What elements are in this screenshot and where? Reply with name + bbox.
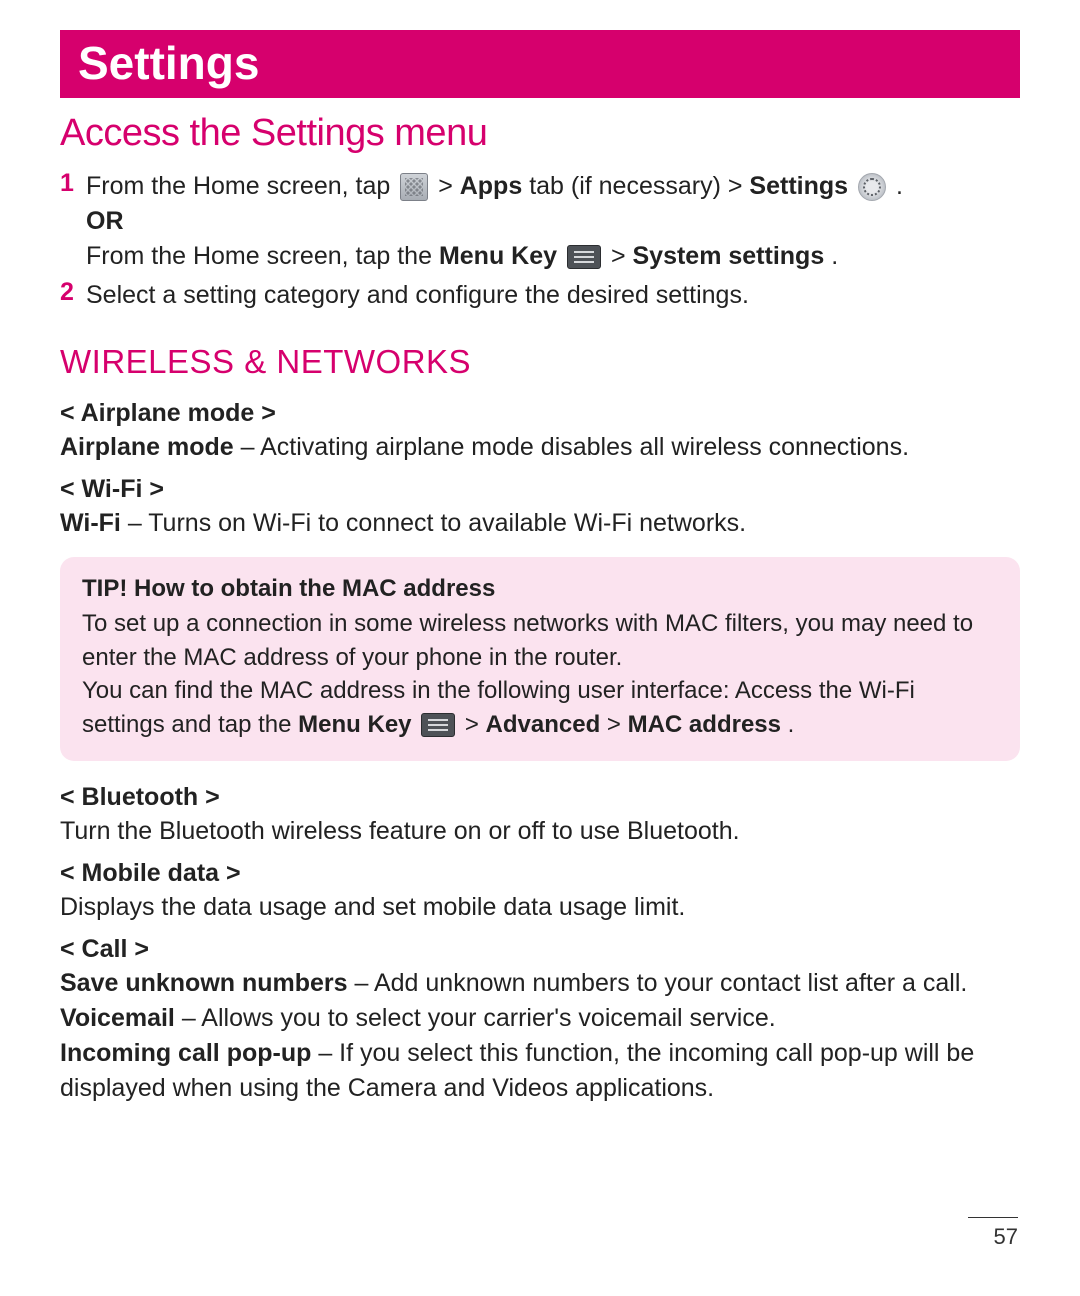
text: . <box>788 711 795 738</box>
text: – Activating airplane mode disables all … <box>234 433 909 461</box>
wifi-heading: < Wi-Fi > <box>60 475 1020 504</box>
call-item-1: Save unknown numbers – Add unknown numbe… <box>60 966 1020 1001</box>
call-heading: < Call > <box>60 935 1020 964</box>
bluetooth-desc: Turn the Bluetooth wireless feature on o… <box>60 814 1020 849</box>
mac-address-label: MAC address <box>628 711 781 738</box>
step-body: Select a setting category and configure … <box>86 278 1020 313</box>
text: To set up a connection in some wireless … <box>82 610 973 671</box>
text: – Allows you to select your carrier's vo… <box>175 1004 776 1032</box>
tip-body: To set up a connection in some wireless … <box>82 607 998 741</box>
section-heading-access: Access the Settings menu <box>60 112 1020 155</box>
text: From the Home screen, tap <box>86 172 397 200</box>
page-number: 57 <box>968 1217 1018 1250</box>
wifi-desc: Wi-Fi – Turns on Wi-Fi to connect to ava… <box>60 506 1020 541</box>
tip-box: TIP! How to obtain the MAC address To se… <box>60 557 1020 761</box>
apps-label: Apps <box>460 172 523 200</box>
mobiledata-desc: Displays the data usage and set mobile d… <box>60 890 1020 925</box>
text: – Turns on Wi-Fi to connect to available… <box>121 509 746 537</box>
mobiledata-heading: < Mobile data > <box>60 859 1020 888</box>
text: tab (if necessary) > <box>529 172 749 200</box>
category-heading-wireless: WIRELESS & NETWORKS <box>60 343 1020 381</box>
page-title: Settings <box>78 36 1002 90</box>
call-item-2: Voicemail – Allows you to select your ca… <box>60 1001 1020 1036</box>
step-number: 2 <box>60 278 86 313</box>
system-settings-label: System settings <box>632 242 824 270</box>
tip-title: TIP! How to obtain the MAC address <box>82 575 998 603</box>
text: > <box>438 172 460 200</box>
step-2: 2 Select a setting category and configur… <box>60 278 1020 313</box>
text: > <box>465 711 486 738</box>
title-bar: Settings <box>60 30 1020 98</box>
wifi-label: Wi-Fi <box>60 509 121 537</box>
text: . <box>831 242 838 270</box>
text: . <box>896 172 903 200</box>
menu-key-icon <box>421 713 455 737</box>
menu-key-icon <box>567 245 601 269</box>
voicemail-label: Voicemail <box>60 1004 175 1032</box>
text: – Add unknown numbers to your contact li… <box>348 969 968 997</box>
apps-grid-icon <box>400 173 428 201</box>
call-item-3: Incoming call pop-up – If you select thi… <box>60 1036 1020 1106</box>
text: > <box>611 242 633 270</box>
step-1: 1 From the Home screen, tap > Apps tab (… <box>60 169 1020 274</box>
airplane-heading: < Airplane mode > <box>60 399 1020 428</box>
incoming-popup-label: Incoming call pop-up <box>60 1039 311 1067</box>
step-body: From the Home screen, tap > Apps tab (if… <box>86 169 1020 274</box>
airplane-desc: Airplane mode – Activating airplane mode… <box>60 430 1020 465</box>
menu-key-label: Menu Key <box>439 242 557 270</box>
airplane-label: Airplane mode <box>60 433 234 461</box>
text: > <box>607 711 628 738</box>
menu-key-label: Menu Key <box>298 711 411 738</box>
step-number: 1 <box>60 169 86 274</box>
bluetooth-heading: < Bluetooth > <box>60 783 1020 812</box>
text: From the Home screen, tap the <box>86 242 439 270</box>
save-unknown-label: Save unknown numbers <box>60 969 348 997</box>
advanced-label: Advanced <box>486 711 601 738</box>
or-label: OR <box>86 207 124 235</box>
settings-label: Settings <box>749 172 848 200</box>
settings-gear-icon <box>858 173 886 201</box>
